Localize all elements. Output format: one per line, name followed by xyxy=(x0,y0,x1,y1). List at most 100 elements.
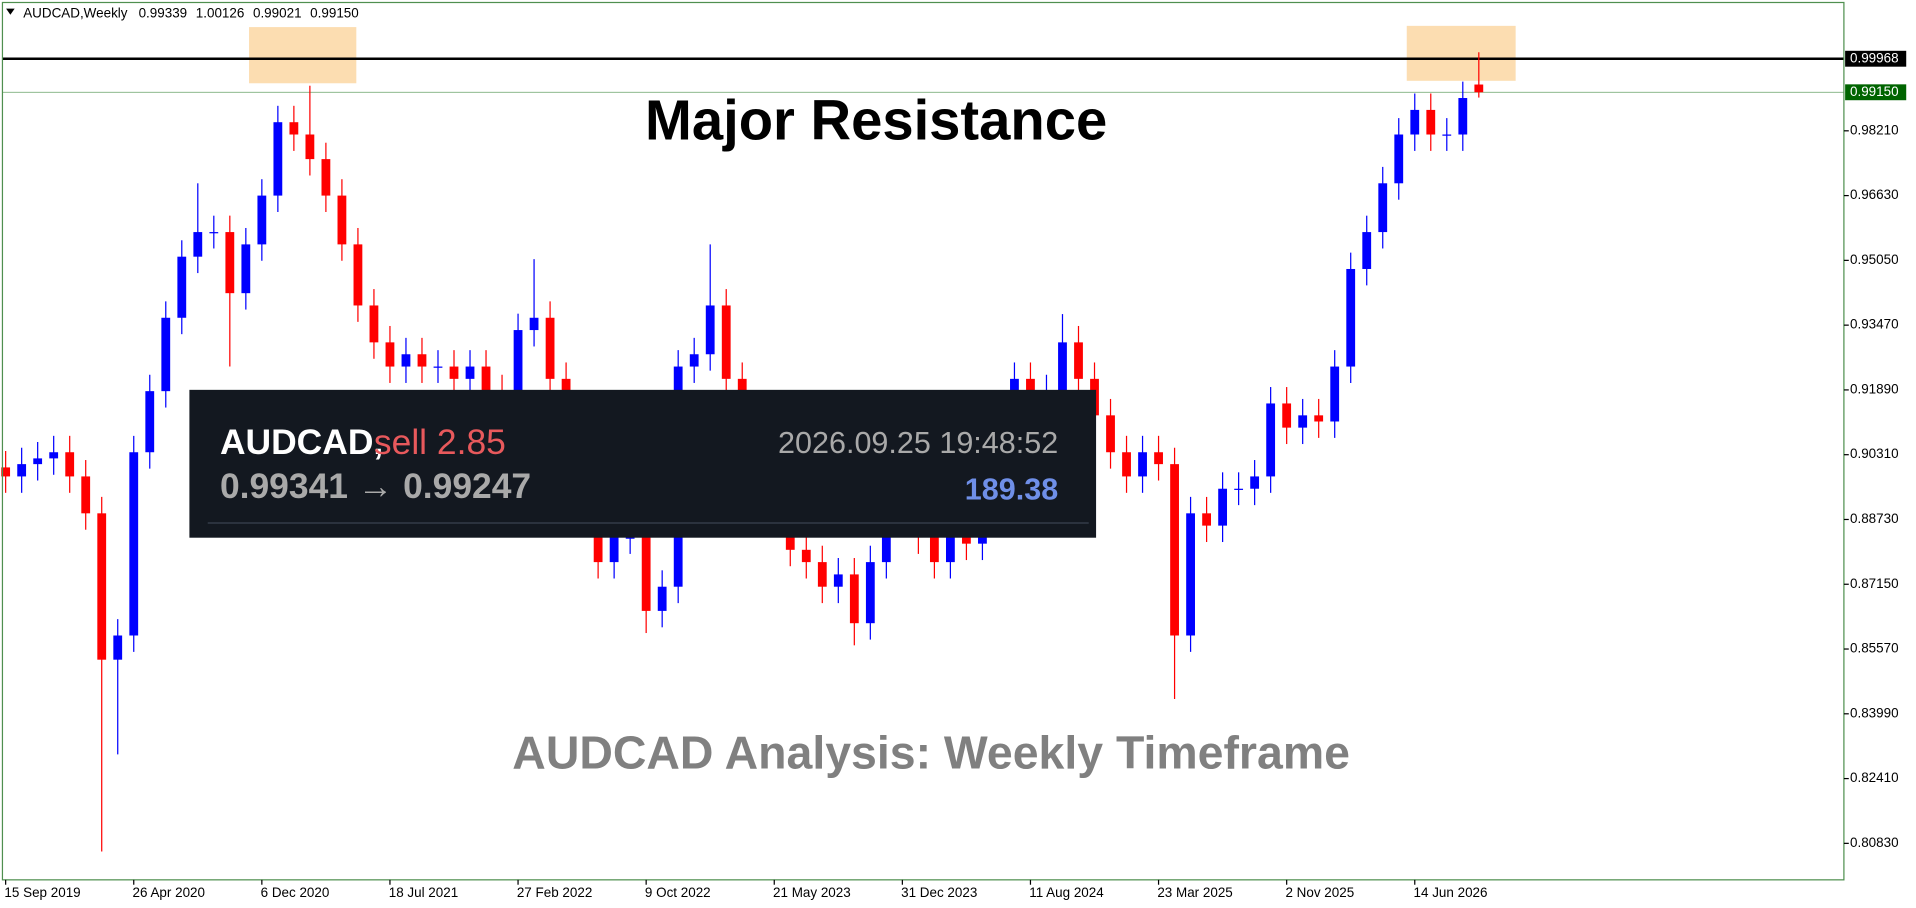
candle-body xyxy=(833,574,843,587)
candle-body xyxy=(1474,84,1484,93)
candle-body xyxy=(801,549,811,563)
trade-symbol: AUDCAD, xyxy=(220,422,383,462)
candle-body xyxy=(273,122,283,196)
candle-body xyxy=(481,366,491,392)
header-low: 0.99021 xyxy=(253,5,302,20)
candle-body xyxy=(1234,488,1244,490)
y-tick-label: 0.96630 xyxy=(1850,187,1899,202)
annotation-footer: AUDCAD Analysis: Weekly Timeframe xyxy=(512,727,1350,779)
candle-body xyxy=(1426,109,1436,135)
candle-body xyxy=(17,464,27,477)
candle-body xyxy=(721,305,731,379)
y-tick-label: 0.83990 xyxy=(1850,705,1899,720)
candle-body xyxy=(113,635,123,660)
candle-body xyxy=(1202,513,1212,526)
candle-body xyxy=(1154,452,1163,465)
annotation-main: Major Resistance xyxy=(645,89,1107,152)
x-tick-label: 2 Nov 2025 xyxy=(1285,885,1354,900)
candle-body xyxy=(289,122,299,135)
candle-body xyxy=(1106,415,1115,453)
candle-body xyxy=(161,317,171,392)
plot-frame xyxy=(1,1,1845,881)
header: AUDCAD,Weekly 0.99339 1.00126 0.99021 0.… xyxy=(23,5,359,20)
resistance-zone xyxy=(249,27,357,84)
candle-body xyxy=(1218,488,1228,526)
candle-body xyxy=(545,317,555,379)
resistance-zone xyxy=(1406,25,1516,81)
candle-body xyxy=(49,452,59,459)
candle-body xyxy=(257,195,267,245)
x-tick-label: 6 Dec 2020 xyxy=(261,885,330,900)
candle-body xyxy=(417,354,427,367)
candle-body xyxy=(529,317,539,331)
candle-body xyxy=(1394,134,1404,184)
candle-body xyxy=(1138,452,1147,477)
candle-body xyxy=(865,562,875,624)
candle-body xyxy=(65,452,75,477)
candle-body xyxy=(945,537,955,563)
candle-body xyxy=(225,232,235,294)
trade-panel-bg xyxy=(189,389,1097,538)
candle-body xyxy=(209,232,219,234)
y-tick-label: 0.80830 xyxy=(1850,835,1899,850)
candle-body xyxy=(241,244,251,294)
y-tick-label: 0.98210 xyxy=(1850,122,1899,137)
candle-body xyxy=(81,476,91,514)
axes: 0.80830 0.82410 0.83990 0.85570 0.87150 0.887… xyxy=(4,50,1907,900)
x-tick-label: 18 Jul 2021 xyxy=(389,885,458,900)
candle-body xyxy=(1266,403,1276,477)
candle-body xyxy=(465,366,475,379)
candle-body xyxy=(193,232,203,257)
y-tick-label: 0.95050 xyxy=(1850,252,1899,267)
trade-action: sell 2.85 xyxy=(374,422,506,462)
x-tick-label: 14 Jun 2026 xyxy=(1414,885,1488,900)
candle-body xyxy=(1330,366,1340,422)
header-close: 0.99150 xyxy=(310,5,359,20)
candle-body xyxy=(1458,98,1468,135)
trade-prices: 0.99341 → 0.99247 xyxy=(220,466,531,506)
candle-body xyxy=(129,452,139,636)
y-tick-label: 0.82410 xyxy=(1850,770,1899,785)
candle-body xyxy=(145,391,155,453)
zones xyxy=(249,25,1516,84)
candle-body xyxy=(97,513,107,660)
y-tick-label: 0.87150 xyxy=(1850,576,1899,591)
y-tick-label: 0.88730 xyxy=(1850,511,1899,526)
candle-body xyxy=(1058,342,1067,392)
x-tick-label: 21 May 2023 xyxy=(773,885,851,900)
y-tick-label: 0.90310 xyxy=(1850,446,1899,461)
y-tick-label: 0.93470 xyxy=(1850,317,1899,332)
header-open: 0.99339 xyxy=(139,5,188,20)
header-high: 1.00126 xyxy=(196,5,245,20)
candle-body xyxy=(369,305,379,343)
candle-body xyxy=(385,342,395,367)
x-tick-label: 15 Sep 2019 xyxy=(4,885,80,900)
candle-body xyxy=(817,562,827,587)
candle-body xyxy=(1314,415,1324,422)
price-level-tag xyxy=(1845,50,1907,67)
candle-body xyxy=(353,244,363,306)
candle-body xyxy=(177,256,187,318)
trade-panel: AUDCAD, sell 2.85 2026.09.25 19:48:52 0.… xyxy=(189,389,1097,538)
candle-body xyxy=(1410,109,1420,135)
x-tick-label: 26 Apr 2020 xyxy=(133,885,205,900)
candle-body xyxy=(609,537,619,563)
candle-body xyxy=(705,305,715,355)
header-arrow xyxy=(6,8,15,15)
candle-body xyxy=(33,458,43,465)
candle-body xyxy=(1298,415,1308,428)
x-tick-label: 9 Oct 2022 xyxy=(645,885,711,900)
price-level-tag xyxy=(1845,84,1907,101)
x-tick-label: 31 Dec 2023 xyxy=(901,885,977,900)
trade-time: 2026.09.25 19:48:52 xyxy=(778,426,1058,460)
candle-body xyxy=(1282,403,1292,428)
price-level-label: 0.99968 xyxy=(1850,50,1899,65)
candle-body xyxy=(1346,268,1356,367)
candle-body xyxy=(881,513,891,563)
candle-body xyxy=(593,513,603,563)
trade-profit: 189.38 xyxy=(965,472,1058,506)
candle-body xyxy=(513,330,523,404)
candle-body xyxy=(321,159,331,196)
candle-body xyxy=(641,537,651,611)
